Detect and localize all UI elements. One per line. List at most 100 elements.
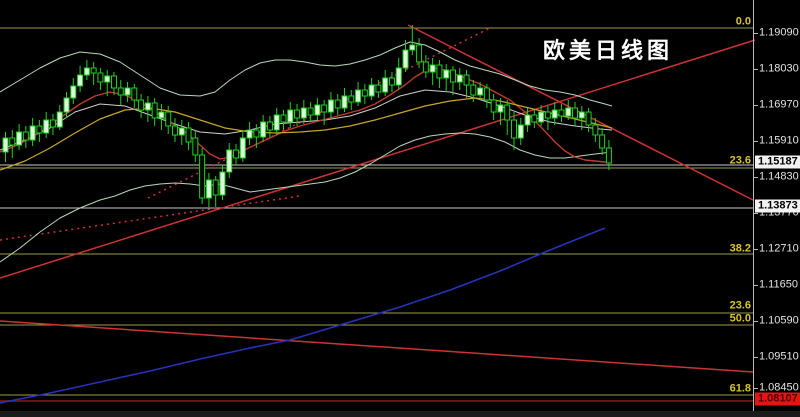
- bull-candle: [63, 97, 70, 113]
- bull-candle: [246, 129, 253, 139]
- bear-candle: [592, 124, 599, 136]
- bear-candle: [151, 102, 158, 119]
- bull-candle: [83, 67, 90, 76]
- bull-candle: [409, 44, 416, 51]
- axis-tick: [753, 33, 758, 34]
- price-axis-label: 1.15910: [759, 134, 799, 147]
- price-axis-label: 1.09510: [759, 350, 799, 363]
- bear-candle: [470, 84, 477, 96]
- axis-tick: [753, 141, 758, 142]
- bull-candle: [341, 95, 348, 109]
- bull-candle: [144, 102, 151, 111]
- bull-candle: [239, 137, 246, 159]
- bear-candle: [334, 99, 341, 109]
- bear-candle: [192, 137, 199, 156]
- bull-candle: [300, 107, 307, 119]
- axis-tick: [753, 285, 758, 286]
- bollinger-upper-band: [0, 41, 613, 107]
- fib-percent-label: 0.0: [735, 15, 751, 28]
- bear-candle: [449, 69, 456, 83]
- bull-candle: [477, 87, 484, 96]
- axis-tick: [753, 105, 758, 106]
- bear-candle: [165, 111, 172, 127]
- bull-candle: [178, 127, 185, 136]
- fib-percent-label: 38.2: [729, 242, 751, 255]
- bear-candle: [253, 129, 260, 138]
- price-axis-label: 1.10590: [759, 314, 799, 327]
- price-axis-label: 1.11650: [759, 278, 798, 291]
- bull-candle: [578, 111, 585, 119]
- price-axis-label: 1.18030: [759, 62, 799, 75]
- bear-candle: [605, 147, 612, 164]
- bid-price-label: 1.08107: [755, 392, 800, 406]
- bull-candle: [524, 114, 531, 126]
- bear-candle: [599, 134, 606, 149]
- bear-candle: [36, 125, 43, 134]
- bull-candle: [517, 124, 524, 139]
- bull-candle: [260, 121, 267, 138]
- axis-tick: [753, 69, 758, 70]
- price-axis-label: 1.13770: [759, 206, 799, 219]
- bear-candle: [504, 104, 511, 121]
- bull-candle: [226, 149, 233, 173]
- bull-candle: [443, 69, 450, 79]
- bull-candle: [16, 131, 23, 146]
- price-axis-label: 1.16970: [759, 98, 799, 111]
- bear-candle: [572, 107, 579, 119]
- bear-candle: [321, 104, 328, 113]
- price-axis-label: 1.12710: [759, 242, 799, 255]
- bear-candle: [49, 119, 56, 128]
- bear-candle: [388, 77, 395, 86]
- bear-candle: [490, 99, 497, 113]
- bull-candle: [2, 137, 9, 153]
- blue-moving-average: [0, 227, 606, 404]
- bear-candle: [294, 109, 301, 119]
- bull-candle: [287, 109, 294, 123]
- fib-percent-label: 61.8: [729, 382, 751, 395]
- price-axis-label: 1.19090: [759, 26, 799, 39]
- bear-candle: [280, 114, 287, 123]
- bull-candle: [104, 75, 111, 83]
- axis-tick: [753, 388, 758, 389]
- bollinger-lower-band: [0, 132, 613, 263]
- trendline: [0, 320, 754, 373]
- bear-candle: [110, 75, 117, 89]
- bull-candle: [29, 125, 36, 141]
- dotted-trendline: [0, 195, 301, 241]
- bear-candle: [172, 125, 178, 136]
- bollinger-middle-band: [0, 89, 613, 151]
- bear-candle: [185, 127, 192, 143]
- bear-candle: [422, 61, 429, 73]
- bear-candle: [558, 109, 565, 117]
- bull-candle: [402, 49, 409, 69]
- bull-candle: [327, 99, 334, 113]
- bear-candle: [531, 114, 538, 123]
- bear-candle: [463, 74, 470, 86]
- price-axis-label: 1.14830: [759, 170, 799, 183]
- bull-candle: [124, 87, 131, 96]
- bear-candle: [361, 89, 368, 97]
- price-axis-label: 1.08450: [759, 381, 799, 394]
- bull-candle: [158, 111, 165, 119]
- bear-candle: [585, 111, 592, 126]
- yellow-moving-average: [0, 97, 613, 171]
- bull-candle: [538, 111, 545, 123]
- bull-candle: [368, 84, 375, 97]
- bull-candle: [565, 107, 572, 117]
- bear-candle: [483, 87, 490, 101]
- bear-candle: [212, 179, 219, 196]
- bull-candle: [56, 111, 63, 128]
- bull-candle: [314, 104, 321, 116]
- bear-candle: [307, 107, 314, 116]
- bear-candle: [544, 111, 551, 119]
- price-axis-line: [753, 0, 754, 417]
- bull-candle: [205, 179, 212, 199]
- fib-percent-label: 50.0: [729, 312, 751, 325]
- bear-candle: [97, 72, 104, 83]
- axis-tick: [753, 357, 758, 358]
- bear-candle: [416, 44, 423, 63]
- bear-candle: [9, 137, 16, 146]
- bear-candle: [131, 87, 138, 101]
